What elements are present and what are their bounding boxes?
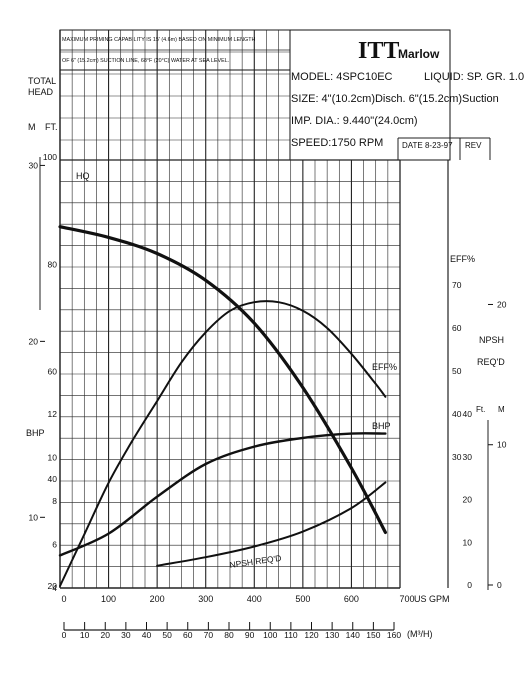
- total-head-label-2: HEAD: [28, 87, 54, 97]
- head-ft-label: FT.: [45, 122, 58, 132]
- bhp-tick-label: 4: [52, 583, 57, 593]
- npsh-ft-tick-label: 30: [463, 452, 473, 462]
- curves: [58, 225, 387, 587]
- bhp-tick-label: 10: [48, 453, 58, 463]
- bhp-tick-label: 12: [48, 409, 58, 419]
- npsh-ft-tick-label: 0: [467, 580, 472, 590]
- liquid-text: LIQUID: SP. GR. 1.0: [424, 71, 524, 83]
- m3h-tick-label: 150: [366, 630, 380, 640]
- axis-labels: TOTAL HEAD M FT. BHP EFF% NPSH REQ'D Ft.…: [26, 76, 505, 639]
- head-m-tick-label: 20: [29, 336, 39, 346]
- eff-tick-label: 70: [452, 280, 462, 290]
- bhp-tick-label: 6: [52, 540, 57, 550]
- m3h-tick-label: 30: [121, 630, 131, 640]
- m3h-tick-label: 50: [162, 630, 172, 640]
- eff-tick-label: 30: [452, 452, 462, 462]
- m3h-tick-label: 0: [62, 630, 67, 640]
- eff-curve: [59, 300, 387, 587]
- imp-dia-text: IMP. DIA.: 9.440"(24.0cm): [291, 115, 418, 127]
- priming-note-line1: MAXIMUM PRIMING CAPABILITY IS 15' (4.6m)…: [62, 37, 256, 43]
- m3h-tick-label: 70: [204, 630, 214, 640]
- rev-text: REV: [465, 141, 482, 150]
- npsh-m-label: M: [498, 405, 505, 414]
- model-text: MODEL: 4SPC10EC: [291, 71, 393, 83]
- m3h-tick-label: 140: [346, 630, 360, 640]
- hq-curve: [58, 225, 387, 534]
- flow-m3h-unit: (M³/H): [407, 629, 433, 639]
- npsh-axis-label: NPSH: [479, 335, 504, 345]
- x-tick-label: 300: [198, 594, 213, 604]
- eff-tick-label: 50: [452, 366, 462, 376]
- chart-grid: [39, 29, 491, 631]
- npsh-m-tick-label: 0: [497, 580, 502, 590]
- bhp-curve: [58, 432, 387, 557]
- npsh-m-tick-label: 10: [497, 440, 507, 450]
- total-head-label: TOTAL: [28, 76, 56, 86]
- x-tick-label: 0: [61, 594, 66, 604]
- npsh-ft-tick-label: 10: [463, 537, 473, 547]
- bhp-curve-label: BHP: [372, 421, 391, 431]
- m3h-tick-label: 40: [142, 630, 152, 640]
- size-text: SIZE: 4"(10.2cm)Disch. 6"(15.2cm)Suction: [291, 93, 499, 105]
- npsh-ft-label: Ft.: [476, 405, 485, 414]
- bhp-axis-label: BHP: [26, 428, 45, 438]
- x-tick-label: 600: [344, 594, 359, 604]
- header-block: MAXIMUM PRIMING CAPABILITY IS 15' (4.6m)…: [62, 37, 524, 150]
- head-ft-tick-label: 80: [48, 259, 58, 269]
- m3h-tick-label: 110: [284, 630, 298, 640]
- npsh-ft-tick-label: 20: [463, 495, 473, 505]
- head-ft-tick-label: 40: [48, 474, 58, 484]
- brand-logo: ITT: [358, 38, 399, 64]
- speed-text: SPEED:1750 RPM: [291, 137, 383, 149]
- eff-tick-label: 60: [452, 323, 462, 333]
- head-m-tick-label: 10: [29, 512, 39, 522]
- npsh-axis-label-2: REQ'D: [477, 357, 505, 367]
- m3h-tick-label: 160: [387, 630, 401, 640]
- m3h-tick-label: 120: [304, 630, 318, 640]
- head-ft-tick-label: 100: [43, 152, 57, 162]
- head-m-label: M: [28, 122, 36, 132]
- npsh-ft-tick-label: 40: [463, 409, 473, 419]
- npsh-curve-label: NPSH REQ'D: [229, 553, 282, 570]
- head-ft-tick-label: 60: [48, 367, 58, 377]
- brand-name: Marlow: [398, 47, 440, 61]
- m3h-tick-label: 80: [224, 630, 234, 640]
- head-m-tick-label: 30: [29, 160, 39, 170]
- hq-curve-label: HQ: [76, 171, 90, 181]
- bhp-tick-label: 8: [52, 496, 57, 506]
- date-text: DATE 8-23-97: [402, 141, 453, 150]
- m3h-tick-label: 20: [101, 630, 111, 640]
- eff-curve-label: EFF%: [372, 362, 397, 372]
- head-ft-tick-label: 20: [48, 581, 58, 591]
- x-tick-label: 200: [150, 594, 165, 604]
- priming-note-line2: OF 6" (15.2cm) SUCTION LINE, 68°F (20°C)…: [62, 58, 229, 64]
- m3h-tick-label: 90: [245, 630, 255, 640]
- x-tick-label: 700: [399, 594, 414, 604]
- npsh-m-tick-label: 20: [497, 299, 507, 309]
- m3h-tick-label: 60: [183, 630, 193, 640]
- m3h-tick-label: 10: [80, 630, 90, 640]
- m3h-tick-label: 130: [325, 630, 339, 640]
- m3h-tick-label: 100: [263, 630, 277, 640]
- npsh-curve: [156, 481, 387, 567]
- x-tick-label: 400: [247, 594, 262, 604]
- eff-tick-label: 40: [452, 409, 462, 419]
- flow-gpm-unit: US GPM: [414, 594, 450, 604]
- eff-axis-label: EFF%: [450, 254, 475, 264]
- x-tick-label: 500: [295, 594, 310, 604]
- x-tick-label: 100: [101, 594, 116, 604]
